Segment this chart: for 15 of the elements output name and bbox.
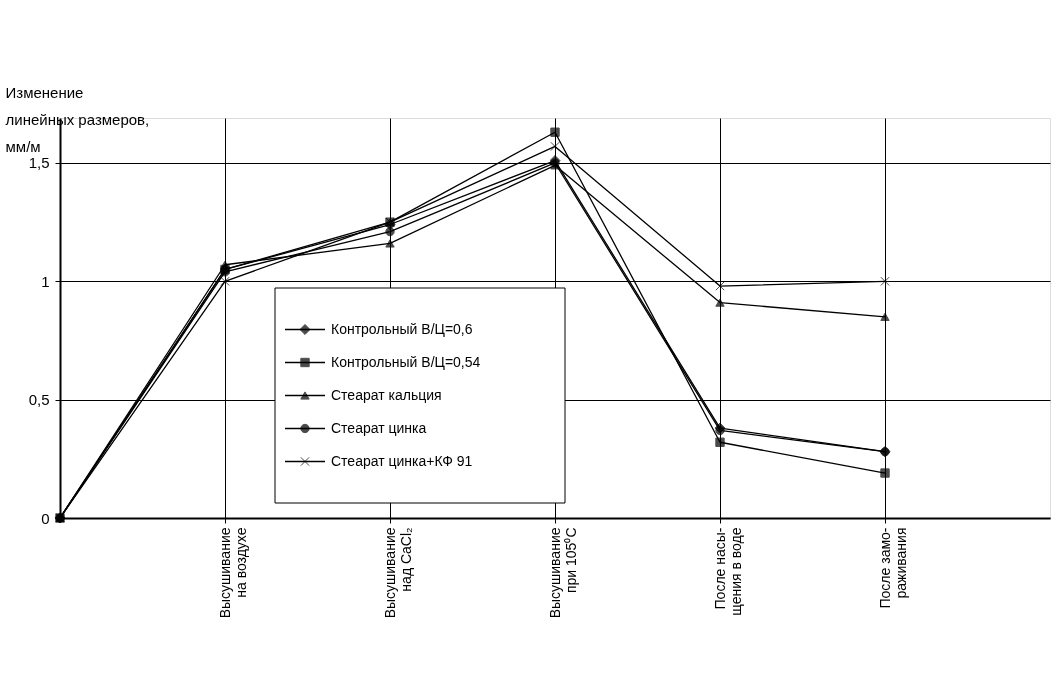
x-tick-label: Высушивание над CaCl₂ <box>381 527 414 619</box>
y-tick-label: 1 <box>41 272 50 290</box>
legend-label: Контрольный В/Ц=0,54 <box>331 353 481 370</box>
y-tick-label: 0 <box>41 509 50 527</box>
legend-label: Стеарат цинка+КФ 91 <box>331 452 473 469</box>
x-tick-label: После насы- щения в воде <box>711 527 744 616</box>
x-tick-label: Высушивание на воздухе <box>216 527 249 619</box>
legend-label: Стеарат цинка <box>331 419 427 436</box>
y-axis-title: Изменение линейных размеров, мм/м <box>5 83 150 155</box>
legend-label: Контрольный В/Ц=0,6 <box>331 320 473 337</box>
x-tick-label: После замо- раживания <box>876 527 909 609</box>
legend-label: Стеарат кальция <box>331 386 442 403</box>
x-tick-label: Высушивание при 105⁰C <box>546 527 579 619</box>
y-tick-label: 0,5 <box>28 391 50 409</box>
y-tick-label: 1,5 <box>28 154 50 172</box>
